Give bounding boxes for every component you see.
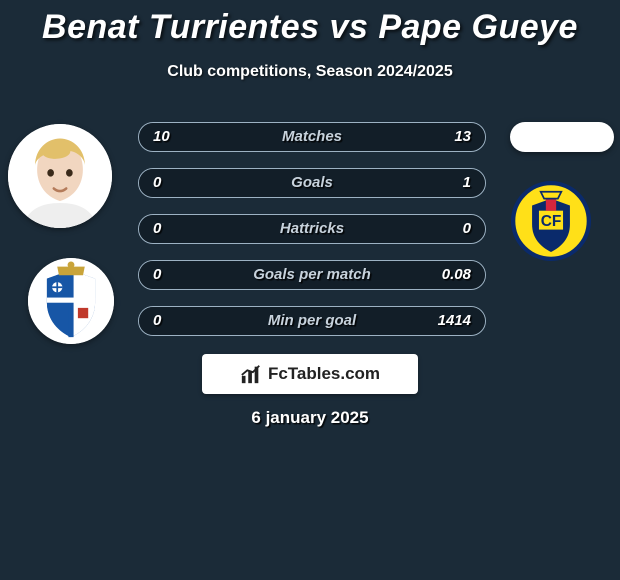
stat-row-goals-per-match: 0 Goals per match 0.08 xyxy=(138,260,486,290)
player-b-avatar xyxy=(510,122,614,152)
stat-label: Hattricks xyxy=(139,215,485,243)
stat-value-right: 1414 xyxy=(438,307,471,335)
stat-row-matches: 10 Matches 13 xyxy=(138,122,486,152)
page-title: Benat Turrientes vs Pape Gueye xyxy=(0,0,620,47)
stat-row-min-per-goal: 0 Min per goal 1414 xyxy=(138,306,486,336)
player-b-name: Pape Gueye xyxy=(378,8,578,46)
stat-value-right: 13 xyxy=(454,123,471,151)
stat-label: Goals per match xyxy=(139,261,485,289)
vs-word: vs xyxy=(330,8,369,46)
stats-container: 10 Matches 13 0 Goals 1 0 Hattricks 0 0 … xyxy=(138,122,486,352)
club-a-crest-icon xyxy=(28,258,114,344)
player-a-name: Benat Turrientes xyxy=(42,8,320,46)
player-a-avatar xyxy=(8,124,112,228)
club-b-crest: CF xyxy=(508,178,594,264)
bar-chart-icon xyxy=(240,363,262,385)
stat-row-hattricks: 0 Hattricks 0 xyxy=(138,214,486,244)
stat-value-right: 0.08 xyxy=(442,261,471,289)
stat-label: Matches xyxy=(139,123,485,151)
date-text: 6 january 2025 xyxy=(0,408,620,428)
subtitle: Club competitions, Season 2024/2025 xyxy=(0,63,620,81)
stat-value-right: 1 xyxy=(463,169,471,197)
branding-text: FcTables.com xyxy=(268,364,380,384)
stat-label: Goals xyxy=(139,169,485,197)
stat-value-right: 0 xyxy=(463,215,471,243)
stat-label: Min per goal xyxy=(139,307,485,335)
svg-text:CF: CF xyxy=(541,213,562,230)
player-a-silhouette-icon xyxy=(8,124,112,228)
club-a-crest xyxy=(28,258,114,344)
stat-row-goals: 0 Goals 1 xyxy=(138,168,486,198)
branding-badge: FcTables.com xyxy=(202,354,418,394)
club-b-crest-icon: CF xyxy=(508,178,594,264)
